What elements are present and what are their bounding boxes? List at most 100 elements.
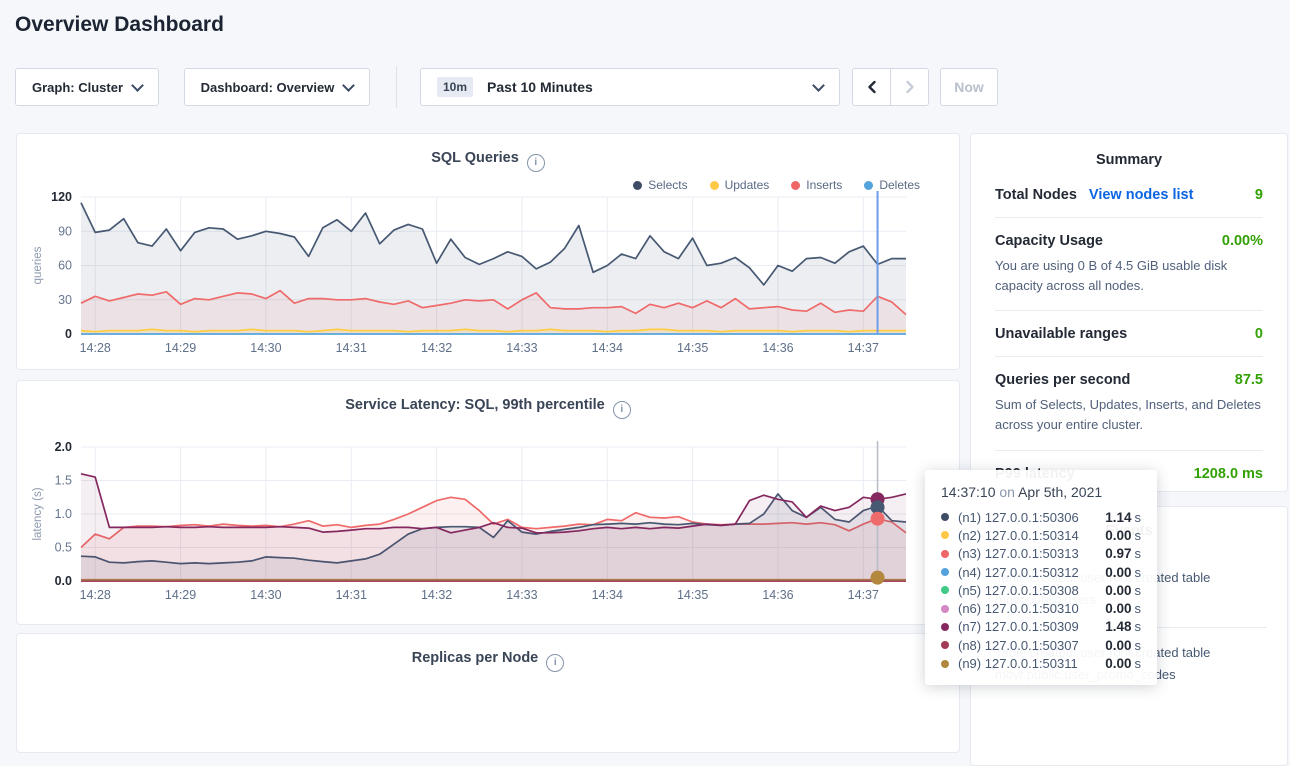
node-latency-value: 0.00 xyxy=(1105,656,1131,671)
chevron-right-icon xyxy=(904,80,916,94)
info-icon[interactable]: i xyxy=(546,654,564,672)
node-color-dot xyxy=(941,586,949,594)
node-latency-unit: s xyxy=(1135,619,1142,634)
latency-card: Service Latency: SQL, 99th percentilei 1… xyxy=(16,380,960,625)
tooltip-node-row: (n4) 127.0.0.1:503120.00s xyxy=(941,563,1141,581)
chevron-left-icon xyxy=(866,80,878,94)
graph-dropdown[interactable]: Graph: Cluster xyxy=(15,68,159,106)
time-range-label: Past 10 Minutes xyxy=(487,79,593,95)
node-color-dot xyxy=(941,568,949,576)
y-tick-label: 0 xyxy=(65,327,72,341)
y-tick-label: 30 xyxy=(58,293,72,307)
summary-row: Unavailable ranges0 xyxy=(995,311,1263,357)
y-tick-label: 0.5 xyxy=(55,541,72,555)
page-title: Overview Dashboard xyxy=(15,13,224,37)
summary-row-head: Queries per second87.5 xyxy=(995,372,1263,388)
time-now-button[interactable]: Now xyxy=(940,68,998,106)
node-latency-unit: s xyxy=(1135,656,1142,671)
node-address: (n8) 127.0.0.1:50307 xyxy=(958,638,1105,653)
x-tick-label: 14:32 xyxy=(421,341,452,355)
y-tick-label: 120 xyxy=(51,190,72,204)
summary-row: Capacity Usage0.00%You are using 0 B of … xyxy=(995,218,1263,311)
x-tick-label: 14:28 xyxy=(80,341,111,355)
x-tick-label: 14:33 xyxy=(506,588,537,602)
x-tick-label: 14:35 xyxy=(677,341,708,355)
summary-row-head: Total NodesView nodes list9 xyxy=(995,187,1263,203)
time-range-badge: 10m xyxy=(437,77,473,97)
node-color-dot xyxy=(941,531,949,539)
summary-row-label: Queries per second xyxy=(995,372,1130,388)
x-tick-label: 14:30 xyxy=(250,588,281,602)
node-address: (n2) 127.0.0.1:50314 xyxy=(958,528,1105,543)
y-tick-label: 0.0 xyxy=(55,574,72,588)
sql-queries-chart-plot[interactable]: 14:2814:2914:3014:3114:3214:3314:3414:35… xyxy=(17,134,961,371)
node-latency-value: 0.00 xyxy=(1105,583,1131,598)
node-latency-value: 0.00 xyxy=(1105,601,1131,616)
tooltip-timestamp: 14:37:10 on Apr 5th, 2021 xyxy=(941,484,1141,500)
y-tick-label: 60 xyxy=(58,259,72,273)
summary-row-value: 1208.0 ms xyxy=(1194,466,1263,482)
chevron-down-icon xyxy=(131,79,144,92)
tooltip-node-row: (n8) 127.0.0.1:503070.00s xyxy=(941,636,1141,654)
y-tick-label: 1.5 xyxy=(55,474,72,488)
x-tick-label: 14:37 xyxy=(848,588,879,602)
chevron-down-icon xyxy=(342,79,355,92)
graph-dropdown-label: Graph: Cluster xyxy=(32,80,123,95)
y-axis-label: queries xyxy=(32,246,44,284)
node-color-dot xyxy=(941,605,949,613)
node-color-dot xyxy=(941,641,949,649)
y-tick-label: 90 xyxy=(58,224,72,238)
x-tick-label: 14:30 xyxy=(250,341,281,355)
x-tick-label: 14:36 xyxy=(762,588,793,602)
hover-datapoint-dot xyxy=(871,512,885,526)
dashboard-dropdown[interactable]: Dashboard: Overview xyxy=(184,68,370,106)
summary-row: Total NodesView nodes list9 xyxy=(995,172,1263,218)
x-tick-label: 14:31 xyxy=(336,341,367,355)
tooltip-node-row: (n1) 127.0.0.1:503061.14s xyxy=(941,508,1141,526)
view-nodes-link[interactable]: View nodes list xyxy=(1089,187,1194,203)
node-address: (n6) 127.0.0.1:50310 xyxy=(958,601,1105,616)
node-address: (n5) 127.0.0.1:50308 xyxy=(958,583,1105,598)
node-latency-unit: s xyxy=(1135,546,1142,561)
summary-row-head: Unavailable ranges0 xyxy=(995,326,1263,342)
replicas-card: Replicas per Nodei xyxy=(16,633,960,753)
x-tick-label: 14:33 xyxy=(506,341,537,355)
node-latency-unit: s xyxy=(1135,510,1142,525)
x-tick-label: 14:36 xyxy=(762,341,793,355)
node-address: (n3) 127.0.0.1:50313 xyxy=(958,546,1105,561)
summary-row-label: Capacity Usage xyxy=(995,233,1103,249)
x-tick-label: 14:37 xyxy=(848,341,879,355)
x-tick-label: 14:34 xyxy=(592,588,623,602)
x-tick-label: 14:28 xyxy=(80,588,111,602)
node-address: (n1) 127.0.0.1:50306 xyxy=(958,510,1105,525)
time-next-button[interactable] xyxy=(890,68,929,106)
node-latency-unit: s xyxy=(1135,528,1142,543)
node-address: (n9) 127.0.0.1:50311 xyxy=(958,656,1105,671)
sql-queries-card: SQL Queriesi SelectsUpdatesInsertsDelete… xyxy=(16,133,960,370)
node-latency-value: 0.00 xyxy=(1105,565,1131,580)
toolbar-divider xyxy=(396,66,397,108)
x-tick-label: 14:32 xyxy=(421,588,452,602)
y-tick-label: 1.0 xyxy=(55,507,72,521)
time-range-dropdown[interactable]: 10m Past 10 Minutes xyxy=(420,68,840,106)
node-latency-value: 0.00 xyxy=(1105,638,1131,653)
time-prev-button[interactable] xyxy=(852,68,891,106)
node-latency-value: 1.48 xyxy=(1105,619,1131,634)
summary-row-desc: Sum of Selects, Updates, Inserts, and De… xyxy=(995,395,1263,435)
x-tick-label: 14:31 xyxy=(336,588,367,602)
node-address: (n7) 127.0.0.1:50309 xyxy=(958,619,1105,634)
node-color-dot xyxy=(941,550,949,558)
x-tick-label: 14:34 xyxy=(592,341,623,355)
now-button-label: Now xyxy=(954,79,984,95)
node-color-dot xyxy=(941,513,949,521)
node-address: (n4) 127.0.0.1:50312 xyxy=(958,565,1105,580)
chart-hover-tooltip: 14:37:10 on Apr 5th, 2021 (n1) 127.0.0.1… xyxy=(925,470,1157,685)
tooltip-node-row: (n6) 127.0.0.1:503100.00s xyxy=(941,599,1141,617)
tooltip-node-row: (n3) 127.0.0.1:503130.97s xyxy=(941,545,1141,563)
node-color-dot xyxy=(941,660,949,668)
summary-row-value: 0.00% xyxy=(1222,233,1263,249)
node-latency-value: 0.00 xyxy=(1105,528,1131,543)
latency-chart-plot[interactable]: 14:2814:2914:3014:3114:3214:3314:3414:35… xyxy=(17,381,961,626)
x-tick-label: 14:29 xyxy=(165,588,196,602)
summary-row-label: Unavailable ranges xyxy=(995,326,1127,342)
